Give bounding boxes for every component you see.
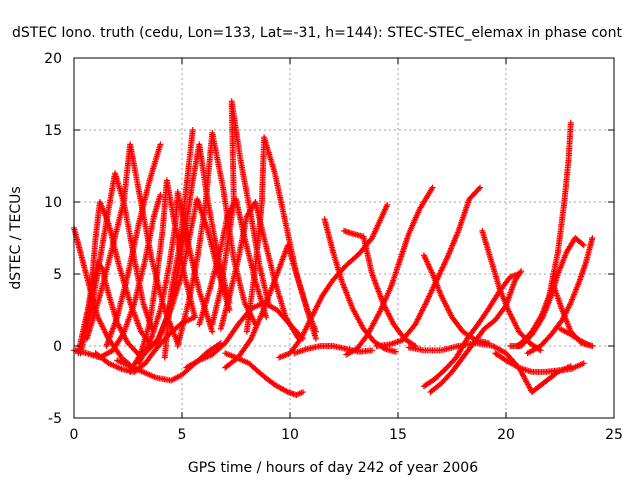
series-pass xyxy=(222,350,306,398)
ticks: 0 5 10 15 20 25 -5 0 5 10 15 20 xyxy=(44,51,623,443)
series-pass xyxy=(92,314,198,375)
plot-frame xyxy=(73,57,615,419)
series-pass xyxy=(243,134,319,335)
data-point xyxy=(580,360,587,367)
series-pass xyxy=(427,268,525,396)
series-pass xyxy=(524,235,596,357)
data-point xyxy=(299,389,306,396)
x-tick-label: 5 xyxy=(178,427,187,443)
data-point xyxy=(157,191,164,198)
series-pass xyxy=(161,127,196,361)
series-pass xyxy=(341,227,419,349)
y-tick-label: 10 xyxy=(44,195,62,211)
data-point xyxy=(567,119,574,126)
series-pass xyxy=(343,184,436,358)
x-tick-label: 10 xyxy=(281,427,299,443)
data-point xyxy=(518,268,525,275)
series-pass xyxy=(492,350,587,375)
data-point xyxy=(312,328,319,335)
y-tick-label: -5 xyxy=(48,411,62,427)
data-point xyxy=(579,241,586,248)
data-point xyxy=(589,343,596,349)
series-pass xyxy=(103,141,164,349)
grid xyxy=(74,58,614,418)
chart-title: dSTEC Iono. truth (cedu, Lon=133, Lat=-3… xyxy=(12,25,622,41)
data-point xyxy=(191,314,198,321)
data-point xyxy=(429,184,436,191)
series-pass xyxy=(291,343,376,357)
series-pass xyxy=(373,184,484,349)
data-point xyxy=(312,335,319,342)
y-tick-label: 15 xyxy=(44,123,62,139)
series-pass xyxy=(405,340,574,396)
series-pass xyxy=(557,325,596,349)
y-axis-title: dSTEC / TECUs xyxy=(8,186,24,289)
data-point xyxy=(384,201,391,208)
x-tick-label: 20 xyxy=(497,427,515,443)
data-point xyxy=(369,347,376,354)
data-point xyxy=(263,314,270,321)
y-tick-label: 0 xyxy=(53,339,62,355)
data-point xyxy=(475,185,482,192)
data-point xyxy=(589,235,596,241)
data-point xyxy=(477,184,484,191)
y-tick-label: 20 xyxy=(44,51,62,67)
data-point xyxy=(189,127,196,133)
series-pass xyxy=(420,271,522,390)
data-point xyxy=(157,141,164,148)
series-pass xyxy=(276,201,391,361)
y-tick-label: 5 xyxy=(53,267,62,283)
data-point xyxy=(209,328,216,335)
data-point xyxy=(392,348,399,355)
x-tick-label: 25 xyxy=(605,427,623,443)
series-pass xyxy=(513,119,574,349)
data-point xyxy=(580,242,587,249)
data-point xyxy=(217,340,224,347)
series-pass xyxy=(321,216,399,355)
x-tick-label: 15 xyxy=(389,427,407,443)
data-points xyxy=(71,98,596,398)
x-tick-label: 0 xyxy=(70,427,79,443)
x-axis-title: GPS time / hours of day 242 of year 2006 xyxy=(188,460,478,476)
